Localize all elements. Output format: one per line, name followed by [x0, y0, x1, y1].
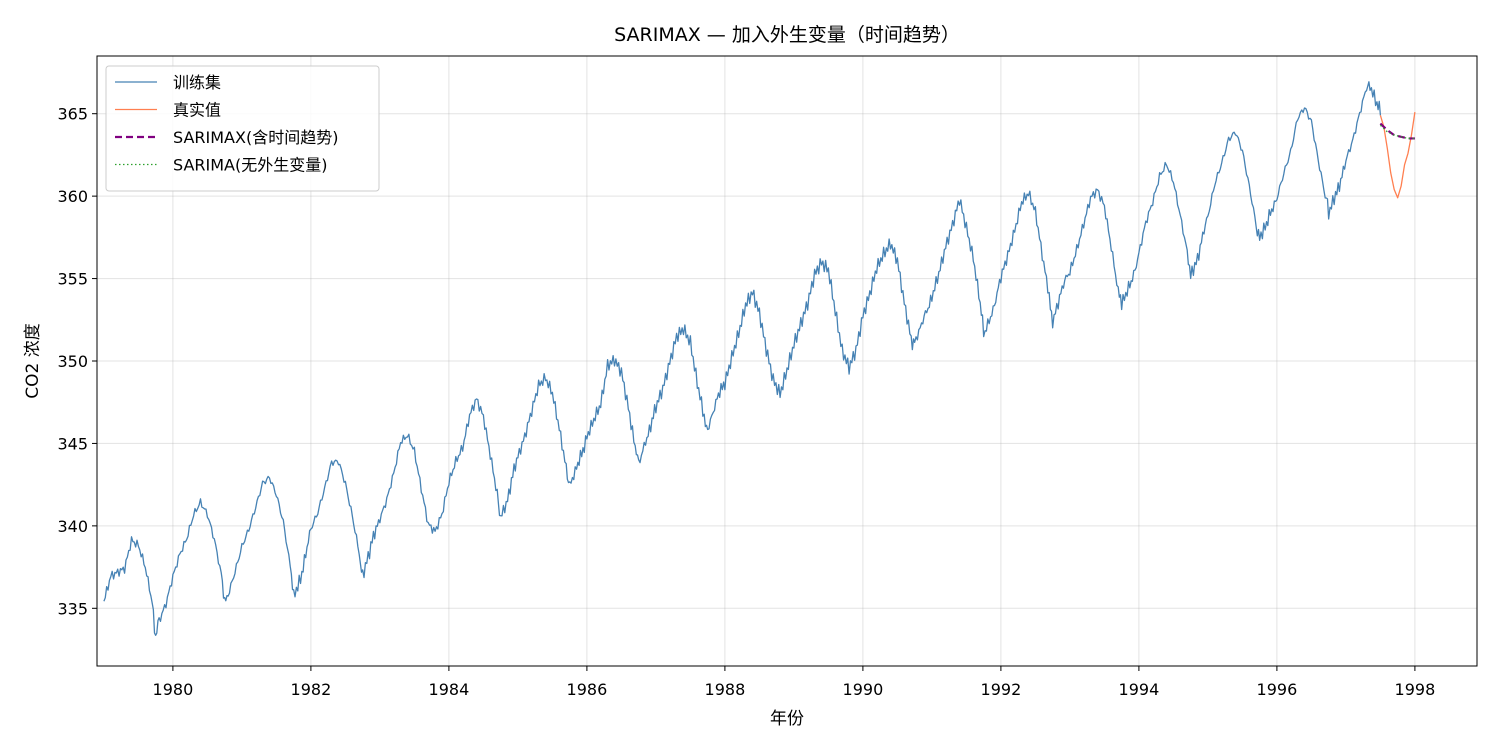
x-tick-label: 1980 — [153, 680, 194, 699]
y-tick-label: 335 — [57, 599, 88, 618]
y-tick-label: 345 — [57, 434, 88, 453]
y-tick-label: 355 — [57, 270, 88, 289]
x-axis: 1980 1982 1984 1986 1988 1990 1992 1994 1996 1998 — [153, 666, 1436, 699]
series-layer — [103, 81, 1416, 636]
x-tick-label: 1986 — [567, 680, 608, 699]
y-tick-label: 360 — [57, 187, 88, 206]
series-line-0 — [103, 81, 1382, 636]
series-line-3 — [1379, 124, 1415, 140]
legend-box — [105, 65, 380, 192]
x-tick-label: 1984 — [429, 680, 470, 699]
y-tick-label: 365 — [57, 105, 88, 124]
x-axis-label: 年份 — [770, 709, 804, 729]
x-tick-label: 1994 — [1119, 680, 1160, 699]
y-axis-label: CO2 浓度 — [23, 323, 43, 398]
legend-label-3: SARIMA(无外生变量) — [173, 156, 327, 175]
x-tick-label: 1992 — [981, 680, 1022, 699]
legend-label-0: 训练集 — [173, 73, 221, 92]
x-tick-label: 1996 — [1257, 680, 1298, 699]
grid — [97, 56, 1477, 666]
legend-label-2: SARIMAX(含时间趋势) — [173, 128, 338, 147]
x-tick-label: 1982 — [291, 680, 332, 699]
x-tick-label: 1990 — [843, 680, 884, 699]
x-tick-label: 1988 — [705, 680, 746, 699]
legend-label-1: 真实值 — [173, 101, 221, 120]
chart-title: SARIMAX — 加入外生变量（时间趋势） — [614, 24, 960, 46]
series-line-1 — [1379, 111, 1416, 199]
y-tick-label: 340 — [57, 517, 88, 536]
y-tick-label: 350 — [57, 352, 88, 371]
x-tick-label: 1998 — [1395, 680, 1436, 699]
y-axis: 335 340 345 350 355 360 365 — [57, 105, 97, 618]
